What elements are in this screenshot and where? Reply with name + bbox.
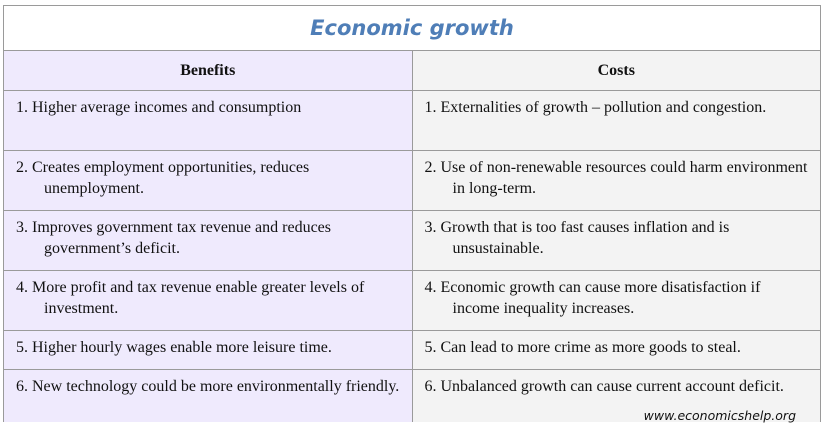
cost-row: 5. Can lead to more crime as more goods … [412,331,820,370]
benefit-row: 2. Creates employment opportunities, red… [4,151,412,211]
cost-row: 2. Use of non-renewable resources could … [412,151,820,211]
cost-row: 1. Externalities of growth – pollution a… [412,91,820,151]
benefit-row: 5. Higher hourly wages enable more leisu… [4,331,412,370]
benefit-row: 4. More profit and tax revenue enable gr… [4,271,412,331]
cost-text: 4. Economic growth can cause more disati… [424,279,761,317]
benefit-text: 1. Higher average incomes and consumptio… [16,99,302,116]
cost-row: 6. Unbalanced growth can cause current a… [413,370,821,422]
table-body: Benefits 1. Higher average incomes and c… [4,51,820,422]
costs-header: Costs [412,51,820,91]
benefit-text: 6. New technology could be more environm… [16,378,400,395]
cost-text: 3. Growth that is too fast causes inflat… [424,219,730,257]
benefit-text: 2. Creates employment opportunities, red… [16,159,310,197]
benefit-text: 5. Higher hourly wages enable more leisu… [16,339,332,356]
cost-text: 2. Use of non-renewable resources could … [424,159,808,197]
cost-row: 3. Growth that is too fast causes inflat… [412,211,820,271]
benefit-row: 3. Improves government tax revenue and r… [4,211,412,271]
comparison-table: Economic growth Benefits 1. Higher avera… [3,5,821,422]
benefit-text: 3. Improves government tax revenue and r… [16,219,331,257]
cost-text: 6. Unbalanced growth can cause current a… [424,378,784,395]
benefit-row: 1. Higher average incomes and consumptio… [4,91,412,151]
benefit-text: 4. More profit and tax revenue enable gr… [16,279,365,317]
cost-text: 5. Can lead to more crime as more goods … [424,339,741,356]
benefit-row: 6. New technology could be more environm… [4,370,412,422]
benefits-column: Benefits 1. Higher average incomes and c… [4,51,413,422]
benefits-header: Benefits [4,51,412,91]
cost-text: 1. Externalities of growth – pollution a… [424,99,767,116]
cost-row: 4. Economic growth can cause more disati… [412,271,820,331]
source-watermark: www.economicshelp.org [643,408,796,423]
table-title: Economic growth [4,6,820,51]
costs-column: Costs 1. Externalities of growth – pollu… [412,51,821,422]
